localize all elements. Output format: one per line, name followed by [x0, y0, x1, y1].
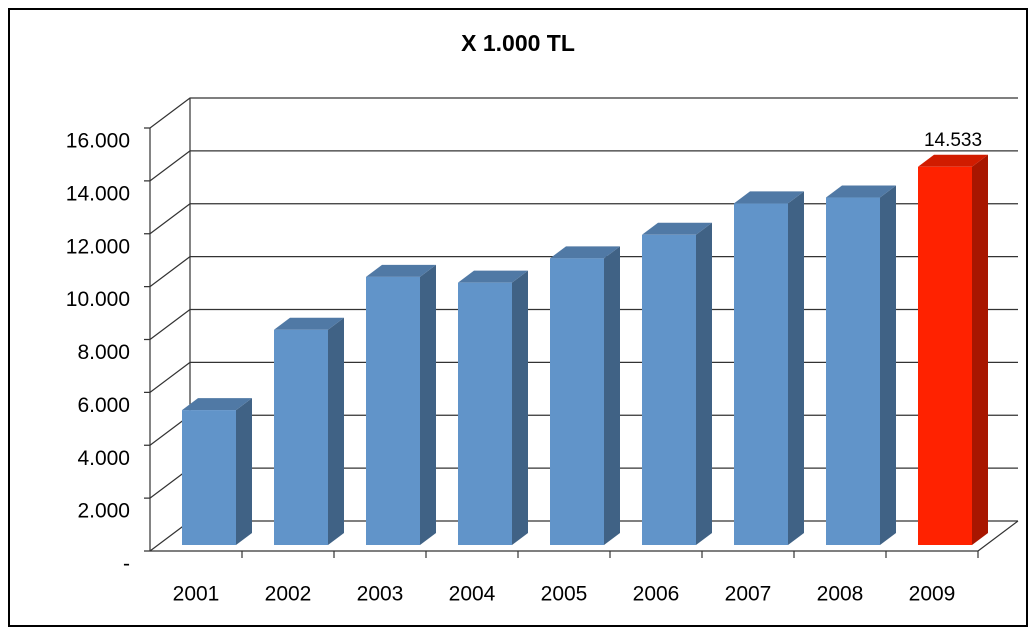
- bar-top: [642, 222, 712, 235]
- x-tick-label: 2005: [541, 583, 588, 606]
- x-tick-label: 2004: [449, 583, 496, 606]
- data-label: 14.533: [924, 130, 982, 151]
- x-tick-label: 2008: [817, 583, 864, 606]
- y-tick-label: 16.000: [66, 130, 130, 153]
- y-tick-label: 14.000: [66, 182, 130, 205]
- y-tick-label: 10.000: [66, 288, 130, 311]
- bar: [826, 197, 880, 545]
- bar-side: [604, 246, 620, 546]
- bar-top: [366, 264, 436, 277]
- bar-top: [826, 185, 896, 198]
- bar-top: [182, 398, 252, 411]
- x-tick-label: 2009: [909, 583, 956, 606]
- bar-top: [274, 317, 344, 330]
- bar-top: [918, 154, 988, 167]
- bar-side: [236, 398, 252, 545]
- bar-top: [458, 270, 528, 283]
- x-tick-label: 2003: [357, 583, 404, 606]
- x-tick-label: 2001: [173, 583, 220, 606]
- bar: [918, 166, 972, 545]
- x-tick-label: 2006: [633, 583, 680, 606]
- bar-side: [420, 264, 436, 545]
- bar: [550, 258, 604, 545]
- grid-line: [144, 97, 1018, 129]
- y-tick-label: 6.000: [77, 394, 130, 417]
- y-tick-label: 2.000: [77, 500, 130, 523]
- bar: [182, 410, 236, 545]
- grid-line: [144, 203, 1018, 235]
- bar: [734, 203, 788, 546]
- chart-title: X 1.000 TL: [461, 30, 575, 56]
- bar: [274, 329, 328, 545]
- x-tick-label: 2007: [725, 583, 772, 606]
- bar-side: [328, 317, 344, 545]
- bar-side: [696, 222, 712, 545]
- y-tick-label: 12.000: [66, 235, 130, 258]
- bar-top: [734, 191, 804, 204]
- x-tick-label: 2002: [265, 583, 312, 606]
- bar: [366, 276, 420, 545]
- y-tick-label: -: [123, 553, 130, 576]
- bar: [458, 282, 512, 545]
- bar-side: [788, 191, 804, 546]
- bar-side: [512, 270, 528, 545]
- grid-line: [144, 150, 1018, 182]
- bar-side: [880, 185, 896, 545]
- bar-top: [550, 246, 620, 259]
- y-tick-label: 8.000: [77, 341, 130, 364]
- bar: [642, 234, 696, 545]
- y-tick-label: 4.000: [77, 447, 130, 470]
- bar-side: [972, 154, 988, 545]
